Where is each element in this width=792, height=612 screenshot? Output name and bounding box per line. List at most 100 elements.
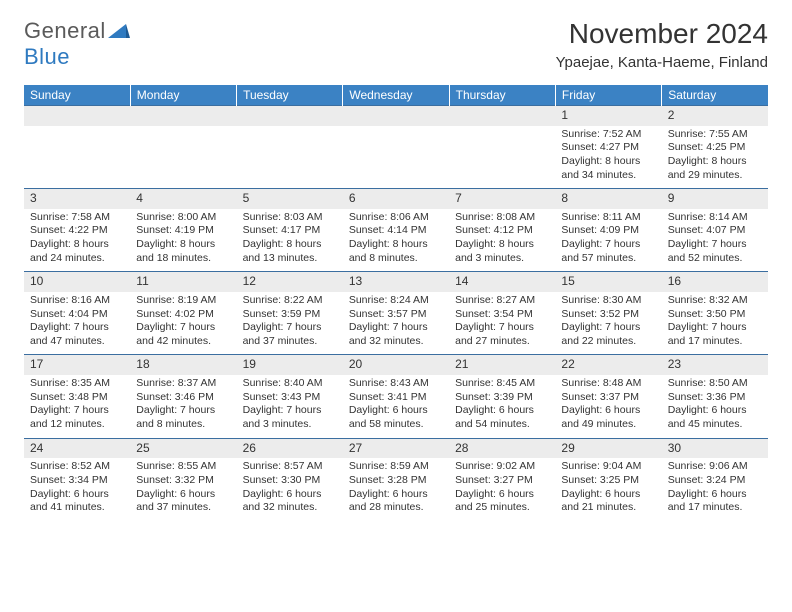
day-content-cell: Sunrise: 8:27 AMSunset: 3:54 PMDaylight:… — [449, 292, 555, 355]
sunset-text: Sunset: 3:46 PM — [136, 391, 230, 405]
day-content-cell: Sunrise: 8:43 AMSunset: 3:41 PMDaylight:… — [343, 375, 449, 438]
day-content-cell: Sunrise: 8:32 AMSunset: 3:50 PMDaylight:… — [662, 292, 768, 355]
daylight-text: Daylight: 6 hours and 45 minutes. — [668, 404, 762, 431]
sunrise-text: Sunrise: 8:57 AM — [243, 460, 337, 474]
sunrise-text: Sunrise: 9:04 AM — [561, 460, 655, 474]
sunset-text: Sunset: 3:37 PM — [561, 391, 655, 405]
sunrise-text: Sunrise: 8:30 AM — [561, 294, 655, 308]
sunset-text: Sunset: 4:19 PM — [136, 224, 230, 238]
day-number-cell: 30 — [662, 438, 768, 458]
sunset-text: Sunset: 4:14 PM — [349, 224, 443, 238]
day-content-cell: Sunrise: 8:08 AMSunset: 4:12 PMDaylight:… — [449, 209, 555, 272]
day-number-cell: 9 — [662, 189, 768, 209]
day-number-cell: 29 — [555, 438, 661, 458]
sunset-text: Sunset: 3:27 PM — [455, 474, 549, 488]
day-content-cell: Sunrise: 8:22 AMSunset: 3:59 PMDaylight:… — [237, 292, 343, 355]
day-content-cell: Sunrise: 8:24 AMSunset: 3:57 PMDaylight:… — [343, 292, 449, 355]
daylight-text: Daylight: 8 hours and 29 minutes. — [668, 155, 762, 182]
sunset-text: Sunset: 3:32 PM — [136, 474, 230, 488]
daylight-text: Daylight: 6 hours and 54 minutes. — [455, 404, 549, 431]
day-content-cell: Sunrise: 8:52 AMSunset: 3:34 PMDaylight:… — [24, 458, 130, 521]
day-number-cell: 25 — [130, 438, 236, 458]
day-content-cell: Sunrise: 9:02 AMSunset: 3:27 PMDaylight:… — [449, 458, 555, 521]
sunset-text: Sunset: 3:24 PM — [668, 474, 762, 488]
weekday-header-row: Sunday Monday Tuesday Wednesday Thursday… — [24, 85, 768, 106]
sunrise-text: Sunrise: 8:43 AM — [349, 377, 443, 391]
daylight-text: Daylight: 6 hours and 17 minutes. — [668, 488, 762, 515]
day-number-row: 12 — [24, 106, 768, 126]
day-content-cell: Sunrise: 8:35 AMSunset: 3:48 PMDaylight:… — [24, 375, 130, 438]
weekday-header: Tuesday — [237, 85, 343, 106]
sunrise-text: Sunrise: 8:03 AM — [243, 211, 337, 225]
day-number-cell: 13 — [343, 272, 449, 292]
day-number-cell: 7 — [449, 189, 555, 209]
daylight-text: Daylight: 8 hours and 13 minutes. — [243, 238, 337, 265]
sunrise-text: Sunrise: 8:52 AM — [30, 460, 124, 474]
daylight-text: Daylight: 8 hours and 8 minutes. — [349, 238, 443, 265]
sunset-text: Sunset: 3:36 PM — [668, 391, 762, 405]
sunrise-text: Sunrise: 8:55 AM — [136, 460, 230, 474]
sunrise-text: Sunrise: 8:37 AM — [136, 377, 230, 391]
daylight-text: Daylight: 6 hours and 49 minutes. — [561, 404, 655, 431]
day-number-cell: 27 — [343, 438, 449, 458]
day-number-cell: 1 — [555, 106, 661, 126]
day-content-cell: Sunrise: 8:19 AMSunset: 4:02 PMDaylight:… — [130, 292, 236, 355]
day-number-row: 3456789 — [24, 189, 768, 209]
day-number-cell: 23 — [662, 355, 768, 375]
sunset-text: Sunset: 3:52 PM — [561, 308, 655, 322]
day-content-cell: Sunrise: 8:50 AMSunset: 3:36 PMDaylight:… — [662, 375, 768, 438]
day-content-cell: Sunrise: 9:04 AMSunset: 3:25 PMDaylight:… — [555, 458, 661, 521]
day-content-cell: Sunrise: 8:40 AMSunset: 3:43 PMDaylight:… — [237, 375, 343, 438]
title-block: November 2024 Ypaejae, Kanta-Haeme, Finl… — [556, 18, 768, 71]
daylight-text: Daylight: 7 hours and 27 minutes. — [455, 321, 549, 348]
sunset-text: Sunset: 3:34 PM — [30, 474, 124, 488]
day-number-cell: 19 — [237, 355, 343, 375]
day-number-cell — [343, 106, 449, 126]
day-content-cell — [237, 126, 343, 189]
day-number-cell — [237, 106, 343, 126]
sunset-text: Sunset: 3:48 PM — [30, 391, 124, 405]
day-number-cell: 18 — [130, 355, 236, 375]
day-number-cell: 14 — [449, 272, 555, 292]
logo: General Blue — [24, 18, 130, 70]
weekday-header: Monday — [130, 85, 236, 106]
day-content-row: Sunrise: 7:52 AMSunset: 4:27 PM Daylight:… — [24, 126, 768, 189]
sunrise-text: Sunrise: 9:06 AM — [668, 460, 762, 474]
sunrise-text: Sunrise: 8:08 AM — [455, 211, 549, 225]
weekday-header: Wednesday — [343, 85, 449, 106]
calendar-body: 12 Sunrise: 7:52 AMSunset: 4:27 PM Dayligh… — [24, 106, 768, 521]
sunset-text: Sunset: 3:57 PM — [349, 308, 443, 322]
sunset-text: Sunset: 4:12 PM — [455, 224, 549, 238]
logo-word-general: General — [24, 18, 106, 43]
sunrise-text: Sunrise: 9:02 AM — [455, 460, 549, 474]
sunset-text: Sunset: 4:09 PM — [561, 224, 655, 238]
day-content-cell: Sunrise: 9:06 AMSunset: 3:24 PMDaylight:… — [662, 458, 768, 521]
sunset-text: Sunset: 3:54 PM — [455, 308, 549, 322]
day-content-row: Sunrise: 8:35 AMSunset: 3:48 PMDaylight:… — [24, 375, 768, 438]
day-number-cell: 24 — [24, 438, 130, 458]
sunrise-text: Sunrise: 7:58 AM — [30, 211, 124, 225]
daylight-text: Daylight: 7 hours and 42 minutes. — [136, 321, 230, 348]
day-content-cell — [24, 126, 130, 189]
sunrise-text: Sunrise: 7:55 AM — [668, 128, 762, 142]
sunrise-text: Sunrise: 8:40 AM — [243, 377, 337, 391]
sunrise-text: Sunrise: 7:52 AM — [561, 128, 655, 142]
daylight-text: Daylight: 7 hours and 3 minutes. — [243, 404, 337, 431]
sunset-text: Sunset: 4:22 PM — [30, 224, 124, 238]
day-number-cell: 10 — [24, 272, 130, 292]
sunrise-text: Sunrise: 8:11 AM — [561, 211, 655, 225]
daylight-text: Daylight: 7 hours and 32 minutes. — [349, 321, 443, 348]
calendar-table: Sunday Monday Tuesday Wednesday Thursday… — [24, 85, 768, 521]
day-content-cell: Sunrise: 8:30 AMSunset: 3:52 PMDaylight:… — [555, 292, 661, 355]
daylight-text: Daylight: 7 hours and 8 minutes. — [136, 404, 230, 431]
sunset-text: Sunset: 4:27 PM — [561, 141, 655, 155]
day-number-cell: 12 — [237, 272, 343, 292]
day-number-cell: 5 — [237, 189, 343, 209]
day-content-cell: Sunrise: 8:45 AMSunset: 3:39 PMDaylight:… — [449, 375, 555, 438]
day-content-cell: Sunrise: 8:16 AMSunset: 4:04 PMDaylight:… — [24, 292, 130, 355]
day-content-cell: Sunrise: 7:52 AMSunset: 4:27 PMDaylight:… — [555, 126, 661, 189]
sunset-text: Sunset: 4:07 PM — [668, 224, 762, 238]
day-content-cell: Sunrise: 8:11 AMSunset: 4:09 PMDaylight:… — [555, 209, 661, 272]
day-number-cell: 16 — [662, 272, 768, 292]
day-number-cell: 11 — [130, 272, 236, 292]
